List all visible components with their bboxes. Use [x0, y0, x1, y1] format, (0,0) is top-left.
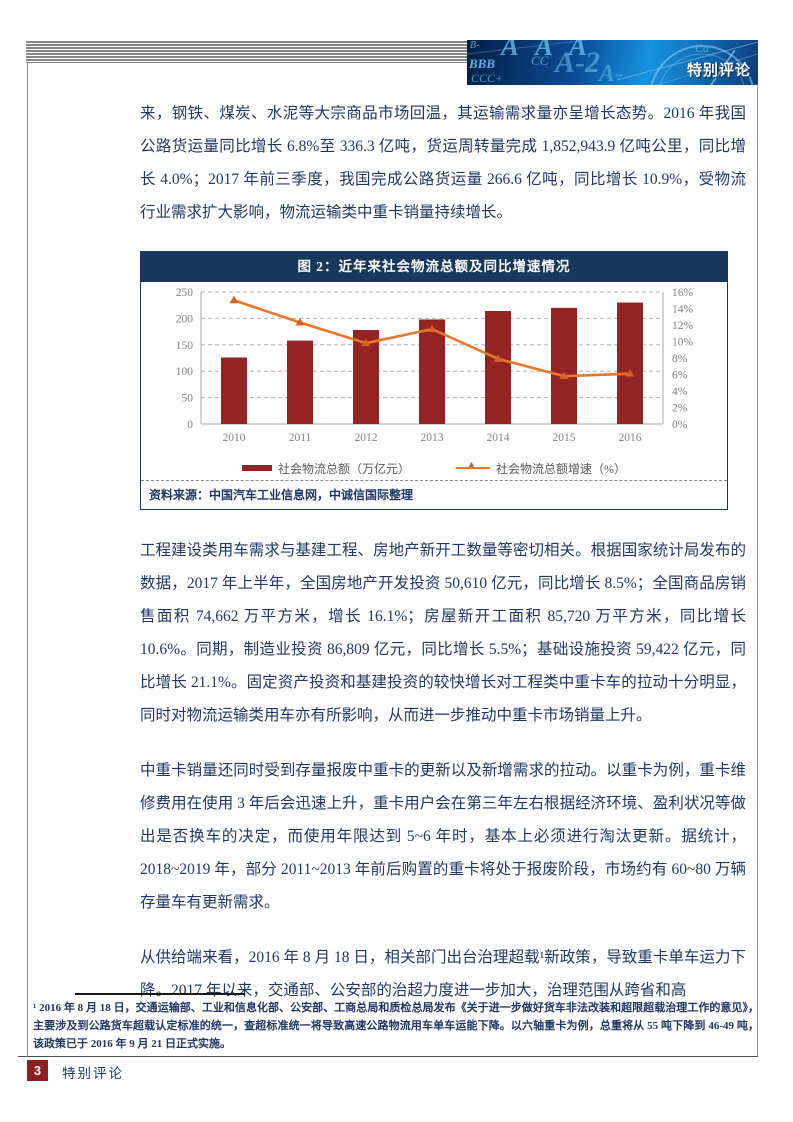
- legend-item-line: ▲ 社会物流总额增速（%）: [456, 460, 626, 477]
- figure-source-note: 资料来源：中国汽车工业信息网，中诚信国际整理: [141, 480, 727, 509]
- axis-tick-label: 250: [176, 287, 194, 299]
- footnote-text: ¹ 2016 年 8 月 18 日，交通运输部、工业和信息化部、公安部、工商总局…: [33, 1002, 759, 1050]
- axis-tick-label: 0%: [672, 419, 688, 431]
- axis-tick-label: 4%: [672, 386, 688, 398]
- axis-tick-label: 150: [176, 340, 194, 352]
- banner-title: 特别评论: [686, 62, 751, 79]
- legend-item-bar: 社会物流总额（万亿元）: [241, 460, 410, 477]
- axis-tick-label: 2013: [421, 432, 444, 444]
- banner-watermark-text: BBB: [469, 56, 496, 71]
- axis-tick-label: 14%: [672, 304, 694, 316]
- triangle-marker: [625, 369, 635, 377]
- bar: [485, 311, 511, 424]
- banner-watermark-text: B-: [470, 40, 480, 51]
- axis-tick-label: 12%: [672, 320, 694, 332]
- banner-gauge-graphic: [467, 40, 758, 85]
- triangle-marker-icon: ▲: [467, 459, 476, 469]
- axis-tick-label: 2014: [487, 432, 510, 444]
- axis-tick-label: 2015: [553, 432, 576, 444]
- banner-watermark-text: A-: [599, 61, 623, 85]
- paragraph-supply-policy: 从供给端来看，2016 年 8 月 18 日，相关部门出台治理超载¹新政策，导致…: [140, 949, 746, 999]
- legend-line-label: 社会物流总额增速（%）: [496, 461, 626, 476]
- banner-watermark-text: AAA: [501, 40, 604, 61]
- axis-tick-label: 2010: [223, 432, 246, 444]
- line-swatch-icon: ▲: [456, 460, 490, 469]
- axis-tick-label: 2016: [619, 432, 642, 444]
- bar-swatch-icon: [241, 465, 272, 471]
- triangle-marker: [295, 318, 305, 326]
- triangle-marker: [493, 354, 503, 362]
- paragraph-replacement-demand: 中重卡销量还同时受到存量报废中重卡的更新以及新增需求的拉动。以重卡为例，重卡维修…: [140, 762, 746, 911]
- footer-label: 特别评论: [62, 1066, 124, 1081]
- chart-legend: 社会物流总额（万亿元） ▲ 社会物流总额增速（%）: [141, 456, 727, 480]
- banner-watermark-text: A-2: [555, 46, 600, 79]
- page-left-border: [27, 63, 28, 1057]
- axis-tick-label: 100: [176, 366, 194, 378]
- axis-tick-label: 0: [187, 419, 193, 431]
- figure-2: 图 2：近年来社会物流总额及同比增速情况 0 50 100 150 200 250 0% 2%…: [140, 251, 728, 510]
- body-content: 来，钢铁、煤炭、水泥等大宗商品市场回温，其运输需求量亦呈增长态势。2016 年我…: [140, 97, 746, 1029]
- figure-title: 图 2：近年来社会物流总额及同比增速情况: [141, 252, 727, 282]
- triangle-marker: [559, 371, 569, 380]
- banner-watermark-text: CC: [531, 53, 549, 68]
- axis-tick-label: 6%: [672, 370, 688, 382]
- triangle-marker: [427, 324, 437, 333]
- axis-tick-label: 200: [176, 313, 194, 325]
- banner-watermark-text: Ca: [695, 41, 710, 55]
- bar: [617, 302, 643, 424]
- triangle-marker: [229, 295, 239, 304]
- bar: [419, 319, 445, 424]
- axis-tick-label: 2%: [672, 403, 688, 415]
- axis-tick-label: 2011: [289, 432, 312, 444]
- legend-bar-label: 社会物流总额（万亿元）: [277, 461, 410, 476]
- bar: [551, 307, 577, 424]
- header-stripes-decoration: [26, 41, 473, 63]
- page-number-badge: 3: [27, 1060, 48, 1081]
- banner-watermark-text: CCC+: [471, 71, 504, 85]
- chart-svg: 0 50 100 150 200 250 0% 2% 4% 6% 8% 10% 12% 14% 16% 201…: [176, 287, 694, 444]
- bar: [287, 340, 313, 424]
- axis-tick-label: 10%: [672, 337, 694, 349]
- triangle-marker: [361, 338, 371, 347]
- axis-tick-label: 50: [182, 393, 194, 405]
- bar: [221, 357, 247, 424]
- footnote-separator: [75, 993, 245, 995]
- axis-tick-label: 8%: [672, 353, 688, 365]
- axis-tick-label: 16%: [672, 287, 694, 299]
- axis-tick-label: 2012: [355, 432, 378, 444]
- footer-divider: [18, 1056, 758, 1057]
- page-right-border: [757, 84, 758, 1057]
- paragraph-construction-demand: 工程建设类用车需求与基建工程、房地产新开工数量等密切相关。根据国家统计局发布的数…: [140, 542, 746, 724]
- header-banner: B- AAA Ca BBB CC A-2 CCC+ A- 特别评论: [467, 40, 758, 85]
- paragraph-freight-volume: 来，钢铁、煤炭、水泥等大宗商品市场回温，其运输需求量亦呈增长态势。2016 年我…: [140, 105, 746, 221]
